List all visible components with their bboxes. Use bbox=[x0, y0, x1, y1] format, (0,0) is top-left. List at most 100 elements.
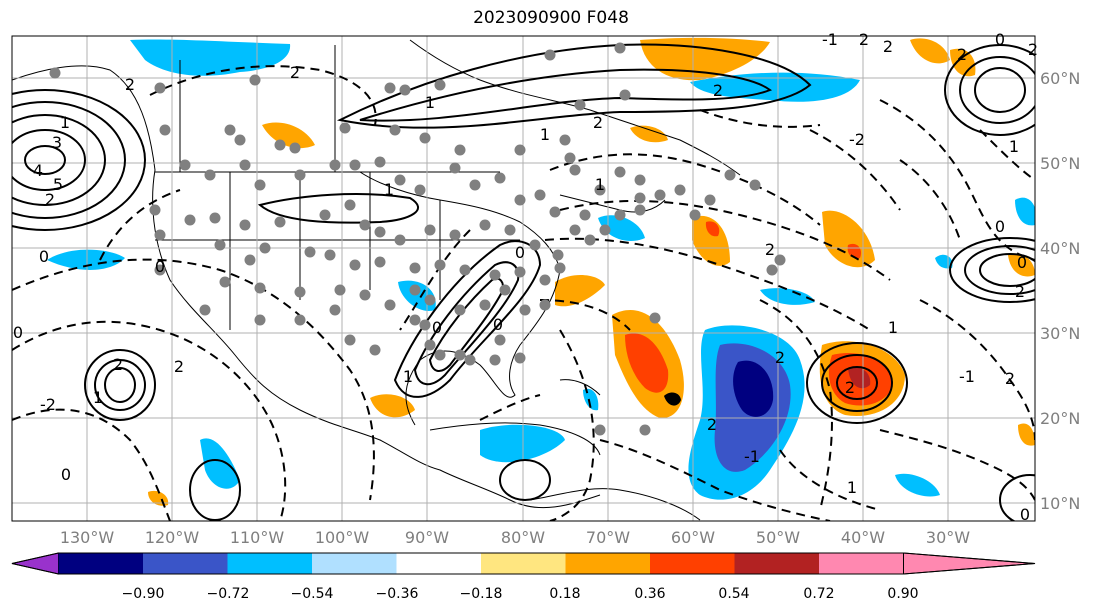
station-marker bbox=[254, 282, 266, 294]
station-marker bbox=[454, 144, 466, 156]
station-marker bbox=[374, 156, 386, 168]
lat-tick-label: 50°N bbox=[1040, 154, 1080, 173]
station-marker bbox=[359, 219, 371, 231]
contour-label: 1 bbox=[425, 93, 435, 112]
anomaly-patch bbox=[370, 394, 415, 418]
station-marker bbox=[294, 314, 306, 326]
contour-label: -2 bbox=[849, 130, 865, 149]
lat-tick-label: 10°N bbox=[1040, 494, 1080, 513]
lon-tick-label: 110°W bbox=[230, 528, 285, 547]
contour-label: 0 bbox=[995, 217, 1005, 236]
anomaly-patch bbox=[1015, 197, 1035, 226]
contour-label: 0 bbox=[432, 318, 442, 337]
station-marker bbox=[359, 289, 371, 301]
station-marker bbox=[552, 249, 564, 261]
contour-label: 1 bbox=[595, 175, 605, 194]
contour-label: 1 bbox=[847, 478, 857, 497]
gridlines bbox=[12, 36, 1035, 521]
station-marker bbox=[649, 312, 661, 324]
station-marker bbox=[454, 304, 466, 316]
lon-tick-label: 40°W bbox=[841, 528, 885, 547]
station-marker bbox=[319, 209, 331, 221]
contour-label: 2 bbox=[1005, 369, 1015, 388]
station-marker bbox=[424, 224, 436, 236]
contour-label: 2 bbox=[174, 357, 184, 376]
anomaly-patch bbox=[630, 125, 668, 143]
station-marker bbox=[574, 99, 586, 111]
anomaly-patch bbox=[910, 38, 950, 64]
station-marker bbox=[594, 184, 606, 196]
station-marker bbox=[304, 246, 316, 258]
station-marker bbox=[49, 67, 61, 79]
lat-tick-label: 40°N bbox=[1040, 239, 1080, 258]
latitude-axis: 60°N 50°N 40°N 30°N 20°N 10°N bbox=[1040, 69, 1080, 513]
station-marker bbox=[239, 159, 251, 171]
colorbar-border bbox=[11, 552, 1036, 575]
anomaly-patch bbox=[705, 221, 720, 237]
lon-tick-label: 60°W bbox=[671, 528, 715, 547]
station-marker bbox=[569, 224, 581, 236]
contour-label: 0 bbox=[39, 247, 49, 266]
station-marker bbox=[554, 262, 566, 274]
station-marker bbox=[394, 234, 406, 246]
station-marker bbox=[514, 144, 526, 156]
contour-label: 1 bbox=[93, 388, 103, 407]
station-marker bbox=[434, 259, 446, 271]
station-marker bbox=[559, 134, 571, 146]
station-marker bbox=[199, 304, 211, 316]
station-marker bbox=[409, 262, 421, 274]
station-marker bbox=[504, 224, 516, 236]
contour-label: 2 bbox=[859, 30, 869, 49]
contour-label: 0 bbox=[995, 30, 1005, 49]
lon-tick-label: 90°W bbox=[405, 528, 449, 547]
station-marker bbox=[489, 354, 501, 366]
contour-label: -1 bbox=[822, 30, 838, 49]
anomaly-patch bbox=[555, 274, 605, 307]
anomaly-patch bbox=[583, 388, 599, 411]
contour-label: 2 bbox=[1015, 282, 1025, 301]
contour-label: 1 bbox=[888, 318, 898, 337]
anomaly-patch bbox=[822, 210, 875, 268]
contour-label: 5 bbox=[53, 175, 63, 194]
anomaly-patch bbox=[200, 438, 240, 489]
colorbar-segment bbox=[396, 553, 481, 574]
station-marker bbox=[479, 299, 491, 311]
station-marker bbox=[344, 199, 356, 211]
anomaly-patch bbox=[664, 392, 681, 406]
station-marker bbox=[449, 162, 461, 174]
station-marker bbox=[334, 284, 346, 296]
station-marker bbox=[449, 229, 461, 241]
station-marker bbox=[374, 226, 386, 238]
contour-label: 2 bbox=[845, 378, 855, 397]
station-marker bbox=[654, 189, 666, 201]
station-marker bbox=[674, 184, 686, 196]
station-marker bbox=[179, 159, 191, 171]
contour-label: 1 bbox=[384, 180, 394, 199]
station-marker bbox=[494, 172, 506, 184]
station-marker bbox=[149, 204, 161, 216]
station-marker bbox=[154, 82, 166, 94]
anomaly-patch bbox=[625, 333, 669, 393]
colorbar-segment bbox=[143, 553, 228, 574]
contour-label: 1 bbox=[60, 113, 70, 132]
station-marker bbox=[259, 242, 271, 254]
contour-label: 2 bbox=[775, 348, 785, 367]
contour-label: 3 bbox=[52, 133, 62, 152]
station-marker bbox=[774, 254, 786, 266]
station-marker bbox=[204, 169, 216, 181]
colorbar-segment bbox=[312, 553, 397, 574]
station-marker bbox=[219, 276, 231, 288]
station-marker bbox=[569, 164, 581, 176]
station-marker bbox=[224, 124, 236, 136]
station-marker bbox=[339, 122, 351, 134]
station-marker bbox=[619, 89, 631, 101]
station-marker bbox=[214, 239, 226, 251]
station-marker bbox=[414, 184, 426, 196]
station-marker bbox=[539, 274, 551, 286]
colorbar-tick-label: −0.36 bbox=[376, 586, 419, 602]
station-marker bbox=[704, 194, 716, 206]
station-marker bbox=[689, 209, 701, 221]
station-marker bbox=[239, 219, 251, 231]
lon-tick-label: 130°W bbox=[60, 528, 115, 547]
station-marker bbox=[294, 286, 306, 298]
